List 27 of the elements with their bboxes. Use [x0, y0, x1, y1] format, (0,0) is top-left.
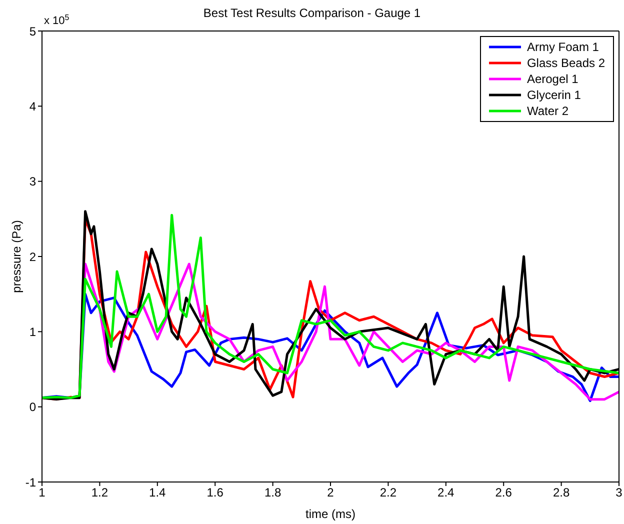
legend-label: Water 2 — [526, 103, 569, 119]
chart-title: Best Test Results Comparison - Gauge 1 — [203, 6, 421, 20]
x-tick-label: 1.6 — [206, 486, 224, 500]
y-tick-label: -1 — [25, 475, 36, 490]
y-axis-title: pressure (Pa) — [9, 220, 24, 293]
x-tick-label: 1 — [38, 486, 46, 500]
text: x 10$^{5}$ — [44, 12, 70, 27]
x-tick-label: 1.4 — [149, 486, 166, 500]
legend-label: Aerogel 1 — [526, 71, 578, 87]
x-axis-title: time (ms) — [306, 507, 356, 521]
legend-label: Glycerin 1 — [526, 87, 581, 103]
y-tick-label: 4 — [29, 99, 36, 114]
x-tick-label: 2.2 — [380, 486, 397, 500]
x-tick-label: 2.8 — [552, 486, 570, 500]
y-tick-label: 3 — [29, 174, 36, 189]
x-tick-label: 1.8 — [264, 486, 282, 500]
legend-label: Glass Beads 2 — [526, 55, 605, 71]
y-tick-label: 2 — [29, 250, 36, 264]
x-tick-label: 2 — [327, 486, 334, 500]
x-tick-label: 2.6 — [495, 486, 512, 500]
y-tick-label: 1 — [29, 324, 36, 339]
y-tick-label: 5 — [29, 24, 36, 38]
x-tick-label: 2.4 — [438, 486, 455, 500]
y-tick-label: 0 — [29, 400, 36, 414]
x-tick-label: 3 — [616, 486, 623, 500]
legend-label: Army Foam 1 — [526, 39, 599, 55]
x-tick-label: 1.2 — [91, 486, 108, 500]
